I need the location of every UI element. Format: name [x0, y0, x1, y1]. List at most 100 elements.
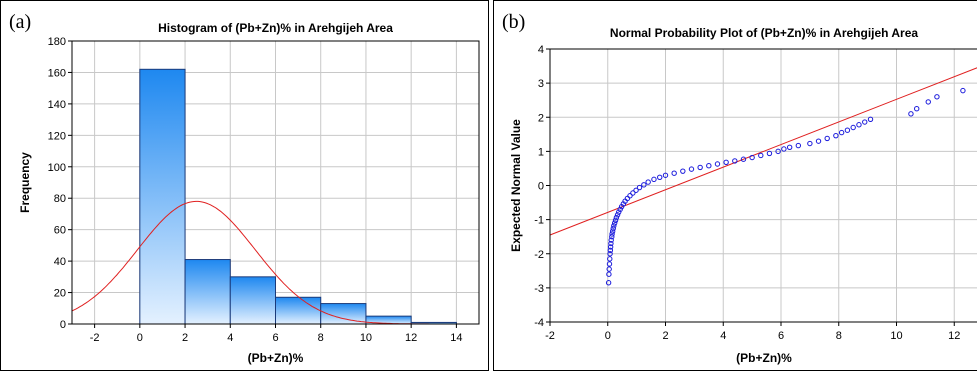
- y-tick-label: 160: [48, 67, 66, 79]
- data-point: [925, 99, 931, 105]
- y-tick-label: 3: [538, 78, 544, 90]
- data-point: [614, 212, 621, 218]
- y-axis-label: Expected Normal Value: [509, 119, 523, 252]
- y-tick-label: 20: [54, 288, 66, 300]
- x-tick-label: 2: [662, 330, 668, 342]
- data-point: [914, 106, 920, 112]
- y-tick-label: -2: [534, 249, 544, 261]
- x-tick-label: 4: [227, 332, 233, 344]
- data-point: [645, 179, 651, 185]
- data-point: [627, 193, 633, 199]
- data-point: [633, 187, 639, 193]
- histogram-bar: [139, 68, 186, 325]
- data-point: [657, 174, 663, 181]
- data-point: [934, 94, 940, 100]
- data-point: [607, 256, 613, 262]
- x-tick-label: 8: [318, 332, 324, 344]
- data-point: [862, 119, 868, 125]
- data-point: [766, 150, 773, 157]
- y-tick-label: 80: [54, 193, 66, 205]
- data-point: [608, 237, 614, 243]
- y-tick-label: -4: [534, 317, 544, 329]
- data-point: [706, 163, 712, 169]
- y-tick-label: -1: [534, 215, 544, 227]
- data-point: [740, 156, 747, 162]
- x-tick-label: -2: [90, 332, 100, 344]
- histogram-bar: [229, 276, 276, 325]
- y-tick-label: 60: [54, 225, 66, 237]
- chart-title: Normal Probability Plot of (Pb+Zn)% in A…: [610, 26, 918, 40]
- y-tick-label: -3: [534, 283, 544, 295]
- data-point: [786, 144, 793, 150]
- chart-title: Histogram of (Pb+Zn)% in Arehgijeh Area: [158, 21, 393, 35]
- y-tick-label: 180: [48, 36, 66, 48]
- y-axis-label: Frequency: [18, 152, 32, 213]
- data-point: [838, 129, 845, 136]
- x-tick-label: 2: [182, 332, 188, 344]
- x-tick-label: 12: [948, 330, 960, 342]
- y-tick-label: 140: [48, 99, 66, 111]
- data-point: [641, 182, 647, 188]
- data-point: [613, 214, 620, 221]
- data-point: [680, 168, 686, 174]
- data-point: [824, 135, 830, 142]
- data-point: [758, 152, 764, 159]
- y-tick-label: 4: [538, 44, 544, 56]
- data-point: [612, 217, 619, 224]
- data-point: [610, 225, 616, 232]
- x-tick-label: 6: [778, 330, 784, 342]
- x-tick-label: 8: [836, 330, 842, 342]
- data-point: [636, 184, 643, 191]
- data-point: [607, 251, 613, 257]
- x-tick-label: 0: [137, 332, 143, 344]
- panel-label-a: (a): [9, 11, 32, 33]
- data-point: [606, 271, 612, 277]
- y-tick-label: 0: [60, 319, 66, 331]
- data-point: [697, 164, 703, 171]
- histogram-chart: 0 20 40 60 80 100 120 140 160 180 -2 0 2 4 6 8 10 12 14 His…: [18, 21, 480, 365]
- y-tick-label: 120: [48, 130, 66, 142]
- data-point: [795, 142, 802, 149]
- histogram-panel: (a) 0 20 40 60 80 100 120 140 160 180 -2 0 2 4 6 8 10 12 1…: [0, 0, 489, 371]
- histogram-bar: [184, 259, 231, 325]
- reference-line: [549, 67, 977, 236]
- x-tick-label: 10: [360, 332, 372, 344]
- data-point: [606, 266, 612, 272]
- data-point: [732, 158, 738, 164]
- y-tick-label: 40: [54, 256, 66, 268]
- data-point: [609, 228, 616, 234]
- data-point: [611, 223, 617, 229]
- data-point: [688, 166, 695, 172]
- x-tick-label: 14: [450, 332, 462, 344]
- data-point: [856, 122, 862, 128]
- data-point: [815, 138, 822, 144]
- x-tick-label: 12: [405, 332, 417, 344]
- x-tick-label: 6: [272, 332, 278, 344]
- data-point: [608, 240, 614, 247]
- data-point: [609, 233, 615, 240]
- data-point: [611, 220, 618, 226]
- x-tick-label: -2: [545, 330, 555, 342]
- data-point: [607, 247, 614, 254]
- panel-label-b: (b): [502, 11, 526, 33]
- data-point: [867, 116, 874, 122]
- histogram-bar: [275, 296, 322, 325]
- x-axis-label: (Pb+Zn)%: [736, 351, 792, 365]
- data-point: [616, 209, 622, 215]
- x-tick-label: 10: [890, 330, 902, 342]
- data-point: [850, 124, 856, 131]
- data-point: [714, 161, 721, 167]
- data-point: [606, 261, 613, 267]
- y-tick-label: 100: [48, 162, 66, 174]
- data-point: [617, 206, 623, 213]
- data-point: [630, 190, 636, 196]
- y-tick-label: 2: [538, 112, 544, 124]
- data-point: [723, 159, 729, 165]
- data-point: [671, 170, 677, 176]
- y-tick-label: 0: [538, 181, 544, 193]
- x-axis-label: (Pb+Zn)%: [248, 351, 304, 365]
- data-point: [605, 280, 612, 286]
- data-point: [662, 172, 669, 178]
- data-point: [844, 127, 851, 133]
